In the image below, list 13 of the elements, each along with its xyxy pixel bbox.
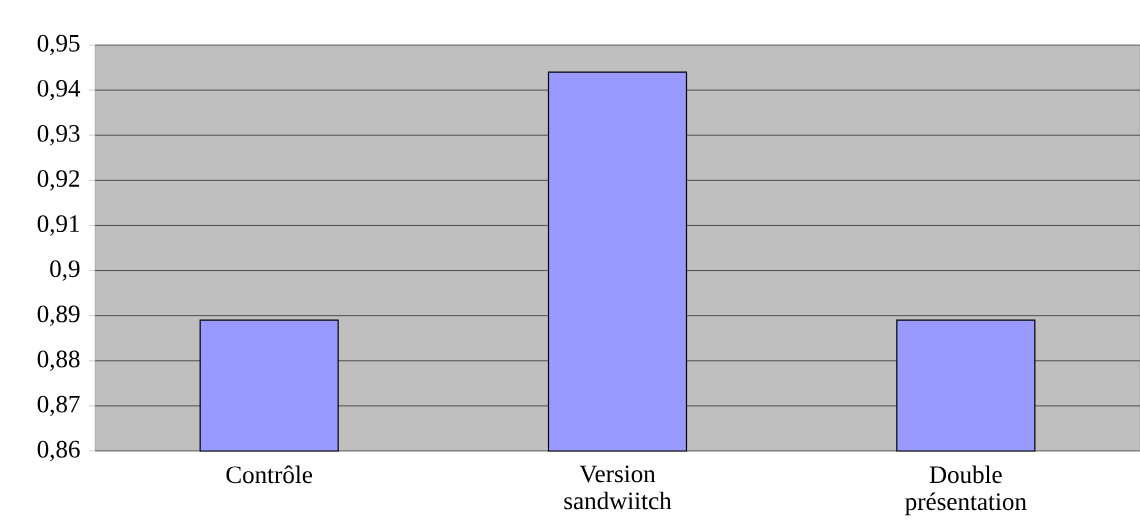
y-tick-label: 0,91 <box>37 215 79 236</box>
x-tick-label: Version sandwiitch <box>564 465 672 510</box>
y-tick-label: 0,87 <box>37 395 80 417</box>
y-tick-label: 0,92 <box>37 170 80 191</box>
y-tick-label: 0,86 <box>37 440 80 462</box>
x-tick-label: Contrôle <box>226 465 313 484</box>
y-tick-label: 0,88 <box>37 350 80 372</box>
y-tick-label: 0,89 <box>37 305 80 326</box>
y-tick-label: 0,94 <box>37 79 81 101</box>
y-tick-label: 0,93 <box>37 124 80 146</box>
x-tick-label: Double présentation <box>905 465 1027 516</box>
y-tick-label: 0,95 <box>37 34 80 56</box>
y-tick-label: 0,9 <box>50 260 80 281</box>
